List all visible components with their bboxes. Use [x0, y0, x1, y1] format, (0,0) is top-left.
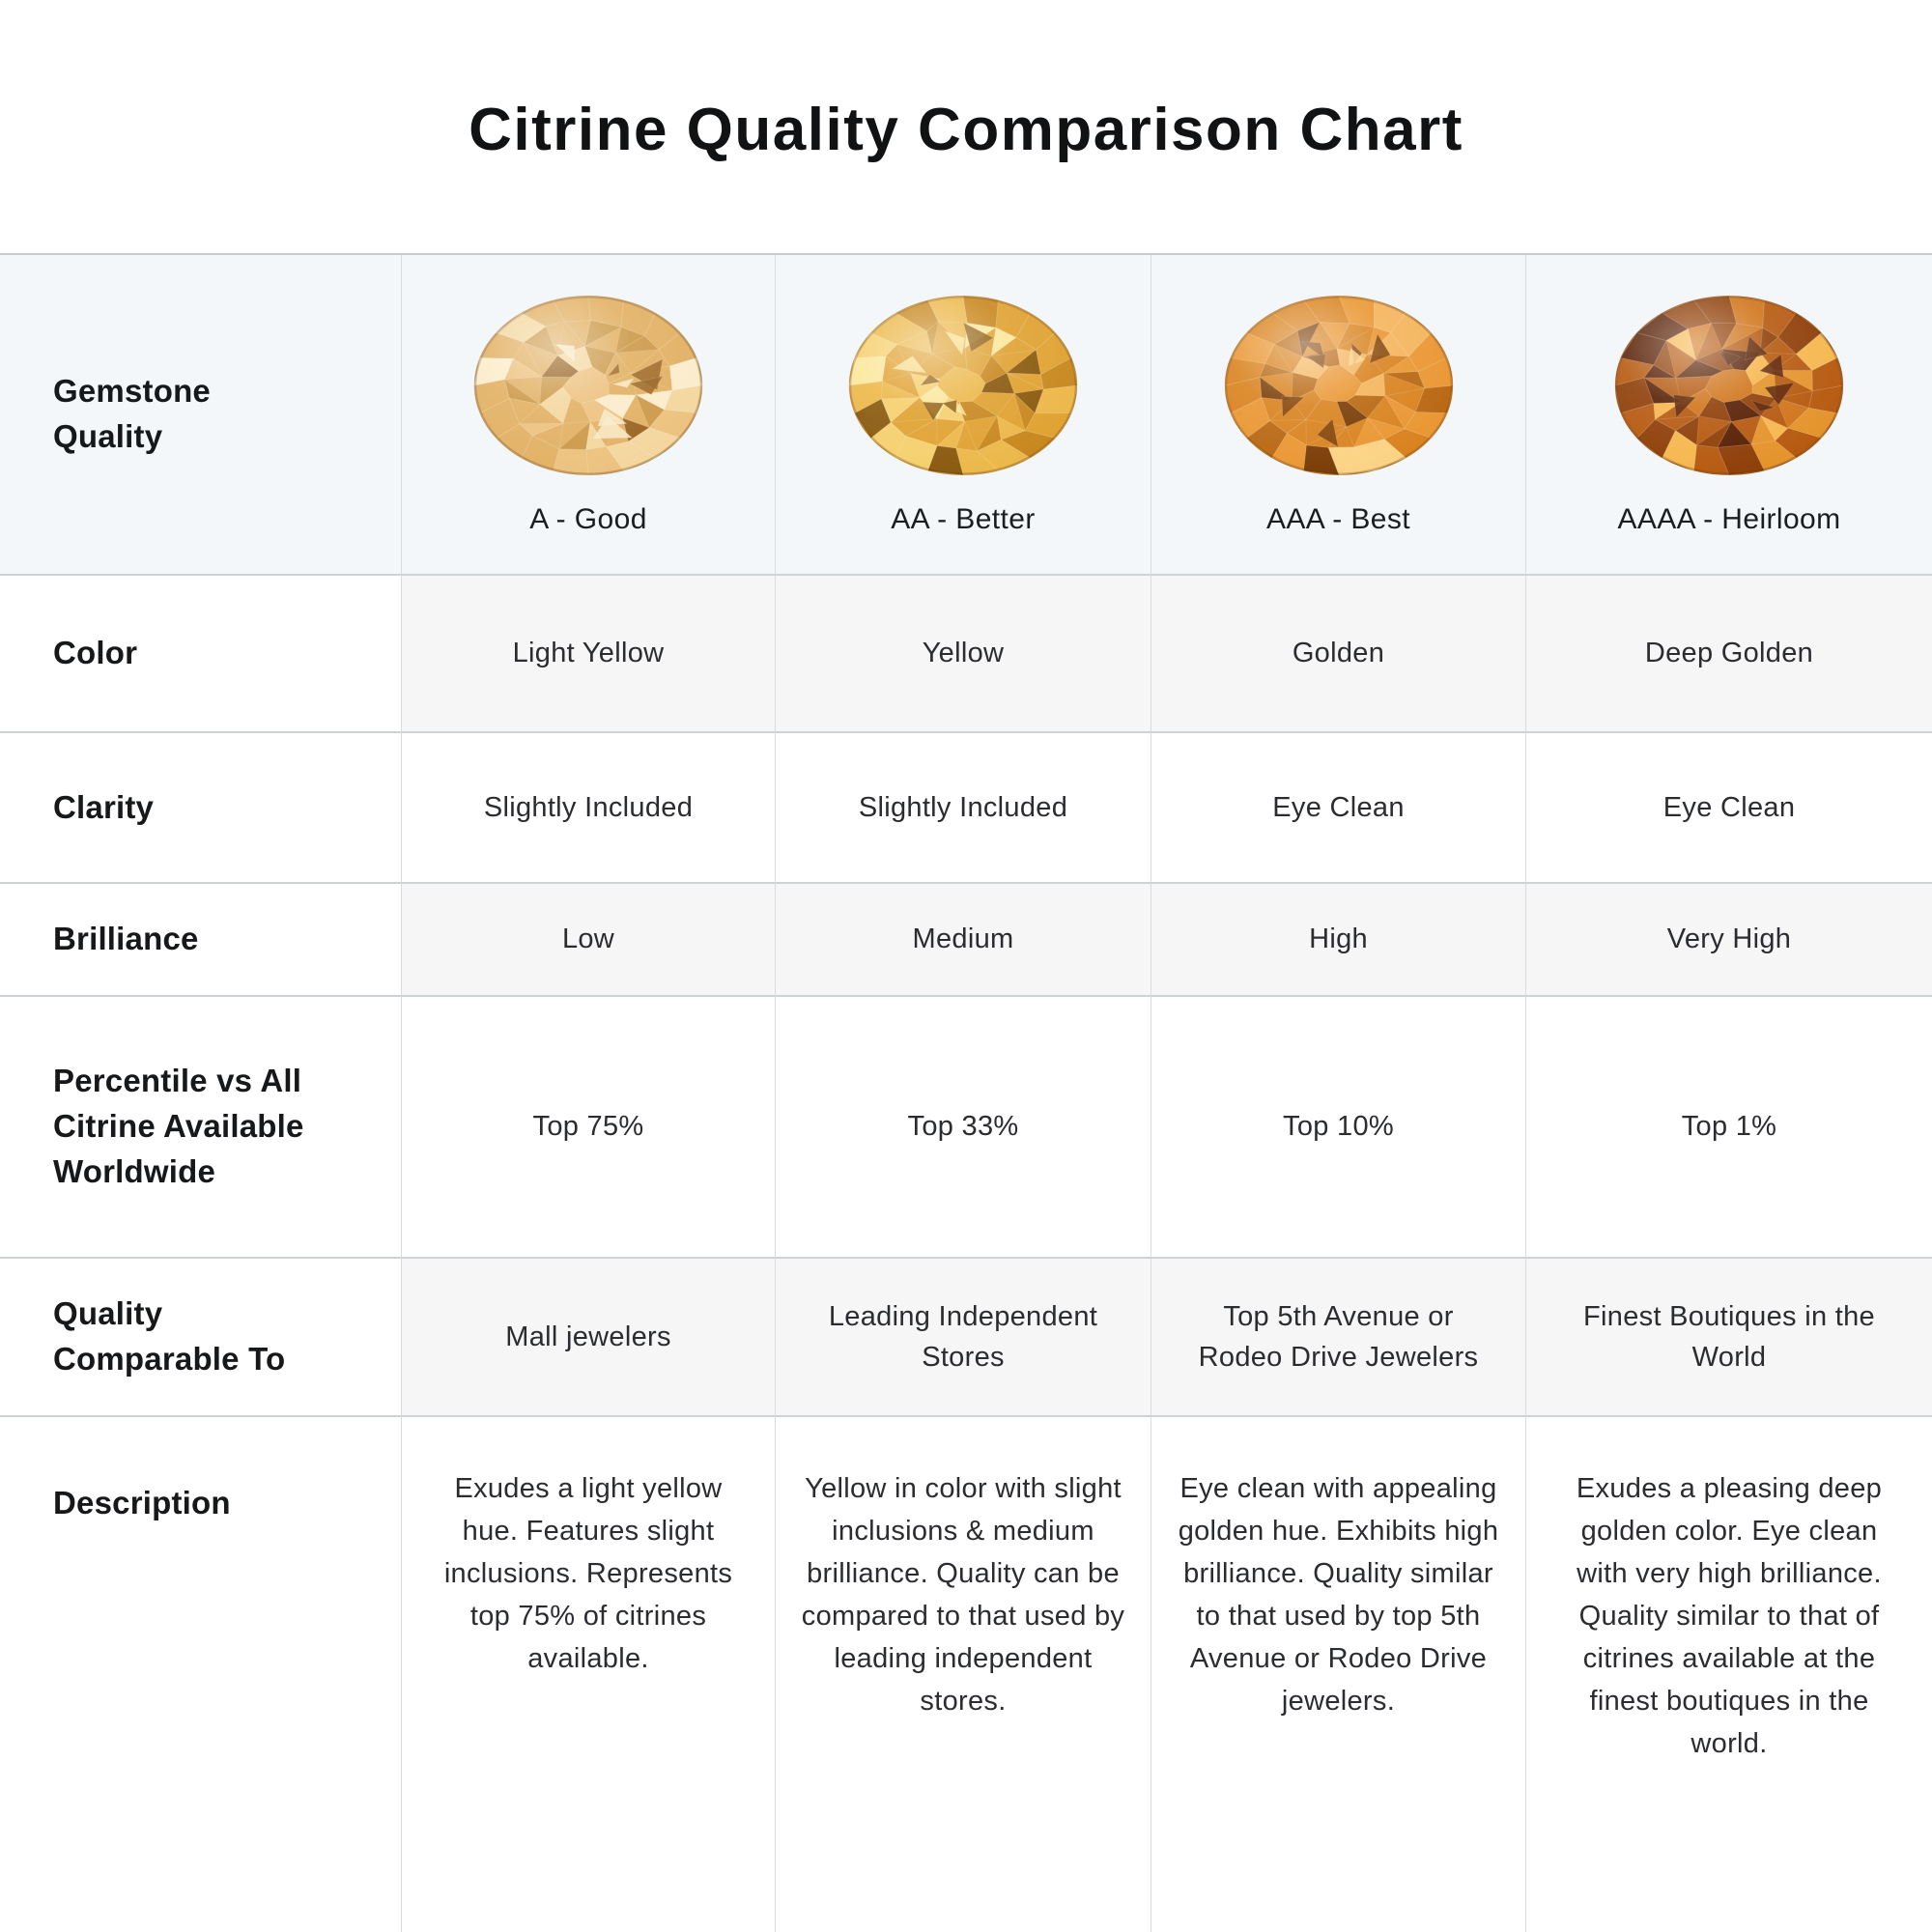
- row-label-comparable: Quality Comparable To: [53, 1295, 286, 1377]
- cell-color-aa: Yellow: [775, 574, 1151, 731]
- cell-percentile-aa: Top 33%: [775, 995, 1151, 1257]
- clarity-value-aaaa: Eye Clean: [1662, 791, 1796, 823]
- row-label-brilliance: Brilliance: [53, 921, 199, 957]
- cell-brilliance-aaaa: Very High: [1525, 882, 1932, 995]
- cell-clarity-aa: Slightly Included: [775, 731, 1151, 882]
- header-cell-aaaa-heirloom: AAAA - Heirloom: [1525, 255, 1932, 574]
- header-cell-a-good: A - Good: [401, 255, 775, 574]
- color-value-aa: Yellow: [922, 638, 1005, 669]
- comparable-value-aa: Leading Independent Stores: [828, 1300, 1098, 1373]
- header-cell-aaa-best: AAA - Best: [1151, 255, 1525, 574]
- color-value-aaa: Golden: [1292, 638, 1385, 669]
- title-bar: Citrine Quality Comparison Chart: [0, 0, 1932, 253]
- brilliance-value-a: Low: [561, 923, 615, 955]
- clarity-value-aa: Slightly Included: [858, 791, 1068, 823]
- cell-description-a: Exudes a light yellow hue. Features slig…: [401, 1415, 775, 1932]
- cell-description-aaa: Eye clean with appealing golden hue. Exh…: [1151, 1415, 1525, 1932]
- description-value-aa: Yellow in color with slight inclusions &…: [801, 1473, 1125, 1718]
- cell-color-a: Light Yellow: [401, 574, 775, 731]
- color-value-aaaa: Deep Golden: [1644, 638, 1814, 669]
- row-label-gemstone-quality: Gemstone Quality: [53, 373, 211, 454]
- clarity-value-a: Slightly Included: [483, 791, 694, 823]
- brilliance-value-aaa: High: [1309, 923, 1368, 955]
- citrine-gem-a-image: [473, 295, 703, 476]
- brilliance-value-aa: Medium: [912, 923, 1014, 955]
- cell-color-aaa: Golden: [1151, 574, 1525, 731]
- cell-brilliance-aaa: High: [1151, 882, 1525, 995]
- description-value-aaa: Eye clean with appealing golden hue. Exh…: [1178, 1473, 1499, 1718]
- cell-clarity-a: Slightly Included: [401, 731, 775, 882]
- row-label-clarity-cell: Clarity: [0, 731, 401, 882]
- cell-clarity-aaa: Eye Clean: [1151, 731, 1525, 882]
- row-label-percentile-cell: Percentile vs All Citrine Available Worl…: [0, 995, 401, 1257]
- page-title: Citrine Quality Comparison Chart: [469, 96, 1463, 163]
- row-label-clarity: Clarity: [53, 788, 155, 825]
- cell-comparable-aaaa: Finest Boutiques in the World: [1525, 1257, 1932, 1415]
- percentile-value-aaaa: Top 1%: [1681, 1111, 1777, 1143]
- cell-brilliance-a: Low: [401, 882, 775, 995]
- cell-description-aaaa: Exudes a pleasing deep golden color. Eye…: [1525, 1415, 1932, 1932]
- cell-comparable-aa: Leading Independent Stores: [775, 1257, 1151, 1415]
- grade-label-aa-better: AA - Better: [891, 503, 1036, 535]
- citrine-gem-aa-image: [848, 295, 1078, 476]
- percentile-value-aaa: Top 10%: [1283, 1111, 1394, 1143]
- comparable-value-aaa: Top 5th Avenue or Rodeo Drive Jewelers: [1198, 1300, 1479, 1373]
- clarity-value-aaa: Eye Clean: [1272, 791, 1405, 823]
- row-label-comparable-cell: Quality Comparable To: [0, 1257, 401, 1415]
- row-label-color: Color: [53, 635, 138, 671]
- percentile-value-aa: Top 33%: [907, 1111, 1019, 1143]
- comparison-table: Gemstone Quality A - Good AA - Better AA…: [0, 253, 1932, 1932]
- grade-label-aaa-best: AAA - Best: [1265, 503, 1411, 535]
- grade-label-aaaa-heirloom: AAAA - Heirloom: [1617, 503, 1841, 535]
- cell-color-aaaa: Deep Golden: [1525, 574, 1932, 731]
- cell-comparable-aaa: Top 5th Avenue or Rodeo Drive Jewelers: [1151, 1257, 1525, 1415]
- grade-label-a-good: A - Good: [529, 503, 647, 535]
- citrine-gem-aaaa-image: [1614, 295, 1844, 476]
- row-label-brilliance-cell: Brilliance: [0, 882, 401, 995]
- header-cell-aa-better: AA - Better: [775, 255, 1151, 574]
- percentile-value-a: Top 75%: [532, 1111, 644, 1143]
- cell-percentile-aaa: Top 10%: [1151, 995, 1525, 1257]
- cell-percentile-a: Top 75%: [401, 995, 775, 1257]
- row-label-color-cell: Color: [0, 574, 401, 731]
- row-label-percentile: Percentile vs All Citrine Available Worl…: [53, 1063, 304, 1189]
- row-label-gemstone-quality-cell: Gemstone Quality: [0, 255, 401, 574]
- cell-description-aa: Yellow in color with slight inclusions &…: [775, 1415, 1151, 1932]
- description-value-a: Exudes a light yellow hue. Features slig…: [443, 1473, 733, 1675]
- row-label-description: Description: [53, 1485, 231, 1520]
- citrine-gem-aaa-image: [1224, 295, 1453, 476]
- comparable-value-a: Mall jewelers: [505, 1321, 671, 1352]
- cell-percentile-aaaa: Top 1%: [1525, 995, 1932, 1257]
- description-value-aaaa: Exudes a pleasing deep golden color. Eye…: [1576, 1473, 1883, 1760]
- brilliance-value-aaaa: Very High: [1666, 923, 1792, 955]
- cell-clarity-aaaa: Eye Clean: [1525, 731, 1932, 882]
- cell-brilliance-aa: Medium: [775, 882, 1151, 995]
- comparable-value-aaaa: Finest Boutiques in the World: [1583, 1300, 1875, 1373]
- row-label-description-cell: Description: [0, 1415, 401, 1932]
- color-value-a: Light Yellow: [512, 638, 665, 669]
- cell-comparable-a: Mall jewelers: [401, 1257, 775, 1415]
